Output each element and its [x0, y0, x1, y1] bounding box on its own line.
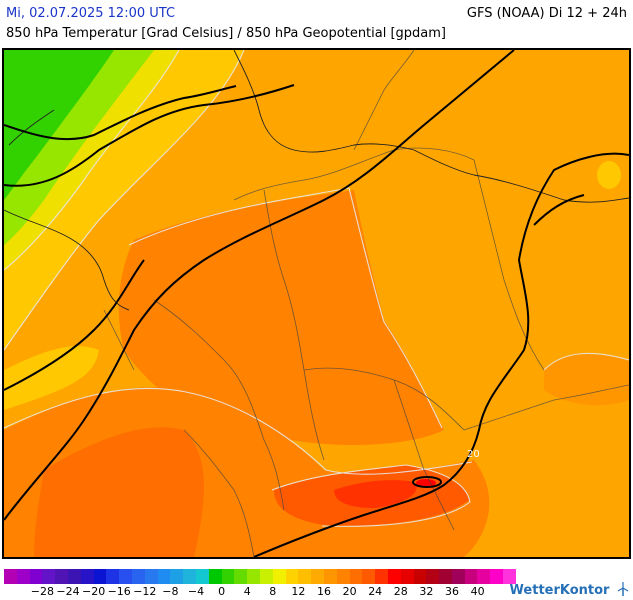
- brand-logo: WetterKontor: [510, 582, 629, 600]
- temp-field-22-sw: [34, 427, 204, 557]
- legend-swatch: [323, 569, 337, 584]
- legend-swatch: [311, 569, 324, 584]
- temperature-map-canvas: 20: [4, 50, 629, 557]
- temp-field-28: [416, 479, 436, 487]
- legend-swatch: [93, 569, 107, 584]
- legend-swatch: [298, 569, 312, 584]
- legend-swatch: [80, 569, 94, 584]
- legend-swatch: [477, 569, 491, 584]
- legend-color-bar: [4, 569, 516, 584]
- legend-tick-label: 0: [218, 585, 226, 598]
- legend-swatch: [503, 569, 516, 584]
- weather-map: 20: [2, 48, 631, 559]
- legend-swatch: [183, 569, 196, 584]
- legend-tick-label: −4: [187, 585, 205, 598]
- legend-swatch: [349, 569, 363, 584]
- legend-swatch: [426, 569, 440, 584]
- model-run-label: GFS (NOAA) Di 12 + 24h: [466, 6, 627, 21]
- legend-swatch: [144, 569, 158, 584]
- legend-tick-label: 40: [470, 585, 485, 598]
- legend-swatch: [208, 569, 222, 584]
- legend-swatch: [375, 569, 388, 584]
- legend-tick-label: 8: [269, 585, 277, 598]
- legend-tick-labels: −28 −24 −20 −16 −12 −8 −4 0 4 8 12 16 20 24 28 32 36 40: [4, 584, 516, 599]
- legend-tick-label: −28: [30, 585, 54, 598]
- legend-swatch: [42, 569, 56, 584]
- legend-tick-label: 16: [317, 585, 331, 598]
- legend-swatch: [119, 569, 132, 584]
- legend-tick-label: 36: [445, 585, 459, 598]
- legend-swatch: [157, 569, 171, 584]
- legend-swatch: [29, 569, 43, 584]
- legend-swatch: [67, 569, 81, 584]
- legend-swatch: [16, 569, 30, 584]
- legend-tick-label: 28: [393, 585, 408, 598]
- legend-swatch: [413, 569, 427, 584]
- legend-swatch: [131, 569, 145, 584]
- legend-swatch: [490, 569, 504, 584]
- legend-tick-label: 4: [243, 585, 251, 598]
- legend-swatch: [247, 569, 260, 584]
- legend-tick-label: −16: [107, 585, 131, 598]
- legend-tick-label: 32: [419, 585, 434, 598]
- country-borders: [103, 50, 629, 557]
- legend-swatch: [439, 569, 452, 584]
- temp-field-east-cool: [597, 161, 621, 189]
- legend-swatch: [170, 569, 184, 584]
- legend-swatch: [400, 569, 414, 584]
- legend-tick-label: −24: [56, 585, 80, 598]
- legend-tick-label: 12: [291, 585, 306, 598]
- temp-field-20: [118, 190, 444, 445]
- legend-swatch: [272, 569, 286, 584]
- legend-swatch: [195, 569, 209, 584]
- legend-swatch: [221, 569, 235, 584]
- coastlines: [4, 50, 629, 311]
- legend-swatch: [259, 569, 273, 584]
- temp-field-26: [334, 480, 417, 508]
- isotherm-label: 20: [467, 449, 480, 460]
- legend-swatch: [387, 569, 401, 584]
- legend-tick-label: −8: [162, 585, 179, 598]
- legend-swatch: [234, 569, 248, 584]
- brand-name: WetterKontor: [509, 583, 610, 598]
- legend-tick-label: −12: [133, 585, 157, 598]
- legend-swatch: [464, 569, 478, 584]
- geopotential-contours: [4, 50, 629, 557]
- parameter-description: 850 hPa Temperatur [Grad Celsius] / 850 …: [6, 26, 447, 41]
- wind-turbine-icon: [617, 582, 629, 600]
- legend-tick-label: 24: [368, 585, 383, 598]
- legend-tick-label: −20: [81, 585, 106, 598]
- legend-swatch: [55, 569, 68, 584]
- color-legend: −28 −24 −20 −16 −12 −8 −4 0 4 8 12 16 20 24 28 32 36 40: [4, 569, 516, 599]
- temp-field-west: [4, 346, 99, 410]
- forecast-date: Mi, 02.07.2025 12:00 UTC: [6, 6, 176, 21]
- legend-swatch: [285, 569, 299, 584]
- temp-field-4: [4, 50, 114, 200]
- legend-tick-label: 20: [342, 585, 357, 598]
- temp-field-east-warm: [544, 353, 629, 406]
- legend-swatch: [336, 569, 350, 584]
- legend-swatch: [4, 569, 17, 584]
- legend-swatch: [106, 569, 120, 584]
- legend-swatch: [451, 569, 465, 584]
- legend-swatch: [362, 569, 376, 584]
